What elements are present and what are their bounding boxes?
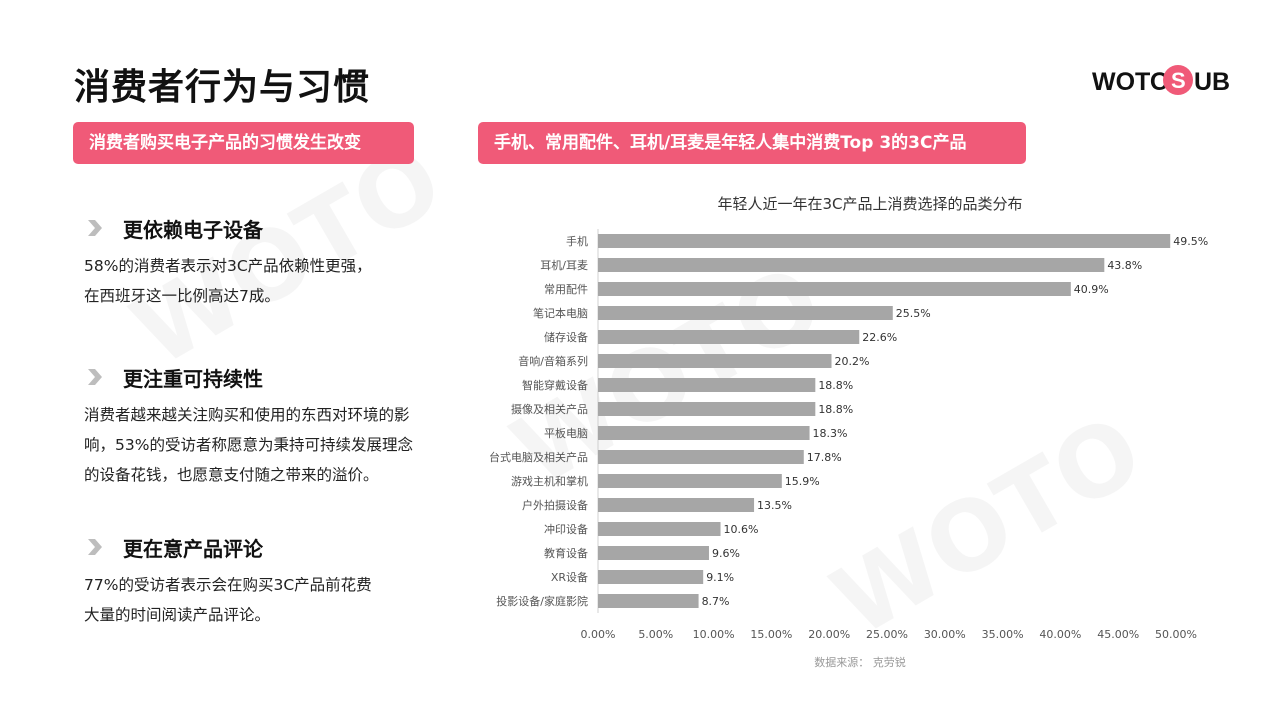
- x-tick-label: 10.00%: [693, 628, 735, 641]
- key-point-line: 大量的时间阅读产品评论。: [84, 606, 271, 624]
- key-point-line: 在西班牙这一比例高达7成。: [84, 287, 280, 305]
- category-label: 教育设备: [544, 546, 588, 560]
- category-label: 投影设备/家庭影院: [496, 594, 588, 608]
- bar: [598, 378, 816, 392]
- data-label: 8.7%: [702, 595, 730, 608]
- category-label: 户外拍摄设备: [522, 498, 588, 512]
- bar: [598, 522, 721, 536]
- key-point-title: 更注重可持续性: [123, 366, 263, 391]
- category-label: 储存设备: [544, 330, 588, 344]
- x-tick-label: 35.00%: [982, 628, 1024, 641]
- data-label: 18.8%: [818, 403, 853, 416]
- key-point-title: 更依赖电子设备: [123, 217, 263, 242]
- data-label: 18.8%: [818, 379, 853, 392]
- data-label: 15.9%: [785, 475, 820, 488]
- key-point-text: 58%的消费者表示对3C产品依赖性更强， 在西班牙这一比例高达7成。: [84, 251, 444, 311]
- x-tick-label: 5.00%: [638, 628, 673, 641]
- category-label: 笔记本电脑: [533, 306, 588, 320]
- bar-chart: 手机 49.5% 耳机/耳麦 43.8% 常用配件 40.9% 笔记本电脑 25.5% 储存设备…: [489, 229, 1208, 641]
- x-tick-label: 20.00%: [808, 628, 850, 641]
- bar: [598, 450, 804, 464]
- data-label: 9.6%: [712, 547, 740, 560]
- category-label: 常用配件: [544, 283, 588, 296]
- category-label: 手机: [566, 234, 588, 248]
- bar: [598, 282, 1071, 296]
- data-label: 17.8%: [807, 451, 842, 464]
- data-label: 40.9%: [1074, 283, 1109, 296]
- brand-logo: WOTO S UB: [1092, 65, 1230, 96]
- x-tick-label: 0.00%: [581, 628, 616, 641]
- x-tick-label: 45.00%: [1097, 628, 1139, 641]
- x-tick-label: 40.00%: [1039, 628, 1081, 641]
- bar: [598, 474, 782, 488]
- key-point-line: 响，53%的受访者称愿意为秉持可持续发展理念: [84, 436, 413, 454]
- bar: [598, 546, 709, 560]
- key-point-text: 消费者越来越关注购买和使用的东西对环境的影 响，53%的受访者称愿意为秉持可持续…: [84, 400, 444, 490]
- data-label: 13.5%: [757, 499, 792, 512]
- category-label: 摄像及相关产品: [511, 402, 588, 416]
- bar: [598, 330, 860, 344]
- chevron-right-icon: [88, 220, 102, 236]
- x-tick-label: 25.00%: [866, 628, 908, 641]
- category-label: 游戏主机和掌机: [511, 474, 588, 488]
- banner-left: 消费者购买电子产品的习惯发生改变: [73, 122, 414, 164]
- data-label: 18.3%: [813, 427, 848, 440]
- page-title: 消费者行为与习惯: [74, 67, 371, 108]
- bar: [598, 426, 810, 440]
- category-label: 平板电脑: [544, 426, 588, 440]
- category-label: 耳机/耳麦: [540, 258, 588, 272]
- chart-title: 年轻人近一年在3C产品上消费选择的品类分布: [717, 195, 1023, 213]
- key-point-title: 更在意产品评论: [123, 536, 263, 561]
- chevron-right-icon: [88, 369, 102, 385]
- bar: [598, 306, 893, 320]
- category-label: XR设备: [551, 570, 588, 584]
- data-source: 数据来源： 克劳锐: [814, 656, 906, 669]
- data-label: 9.1%: [706, 571, 734, 584]
- key-point: 更在意产品评论 77%的受访者表示会在购买3C产品前花费 大量的时间阅读产品评论…: [84, 532, 444, 630]
- key-point-line: 的设备花钱，也愿意支付随之带来的溢价。: [84, 466, 379, 484]
- data-label: 10.6%: [724, 523, 759, 536]
- bar: [598, 258, 1105, 272]
- key-point-text: 77%的受访者表示会在购买3C产品前花费 大量的时间阅读产品评论。: [84, 570, 444, 630]
- bar: [598, 234, 1171, 248]
- key-point-line: 消费者越来越关注购买和使用的东西对环境的影: [84, 406, 410, 424]
- data-label: 49.5%: [1173, 235, 1208, 248]
- svg-text:WOTO: WOTO: [1092, 68, 1169, 96]
- key-point-line: 77%的受访者表示会在购买3C产品前花费: [84, 576, 372, 594]
- bar: [598, 594, 699, 608]
- svg-text:UB: UB: [1194, 68, 1230, 96]
- bar: [598, 570, 704, 584]
- key-point-line: 58%的消费者表示对3C产品依赖性更强，: [84, 257, 372, 275]
- key-point: 更依赖电子设备 58%的消费者表示对3C产品依赖性更强， 在西班牙这一比例高达7…: [84, 213, 444, 311]
- data-label: 22.6%: [862, 331, 897, 344]
- bar: [598, 354, 832, 368]
- category-label: 音响/音箱系列: [518, 354, 588, 368]
- category-label: 台式电脑及相关产品: [489, 450, 588, 464]
- data-label: 43.8%: [1107, 259, 1142, 272]
- data-label: 20.2%: [835, 355, 870, 368]
- chevron-right-icon: [88, 539, 102, 555]
- x-tick-label: 15.00%: [750, 628, 792, 641]
- category-label: 智能穿戴设备: [522, 378, 588, 392]
- bar: [598, 402, 816, 416]
- banner-right: 手机、常用配件、耳机/耳麦是年轻人集中消费Top 3的3C产品: [478, 122, 1026, 164]
- x-tick-label: 30.00%: [924, 628, 966, 641]
- key-point: 更注重可持续性 消费者越来越关注购买和使用的东西对环境的影 响，53%的受访者称…: [84, 362, 444, 490]
- x-tick-label: 50.00%: [1155, 628, 1197, 641]
- data-label: 25.5%: [896, 307, 931, 320]
- category-label: 冲印设备: [544, 522, 588, 536]
- svg-text:S: S: [1171, 68, 1186, 93]
- bar: [598, 498, 755, 512]
